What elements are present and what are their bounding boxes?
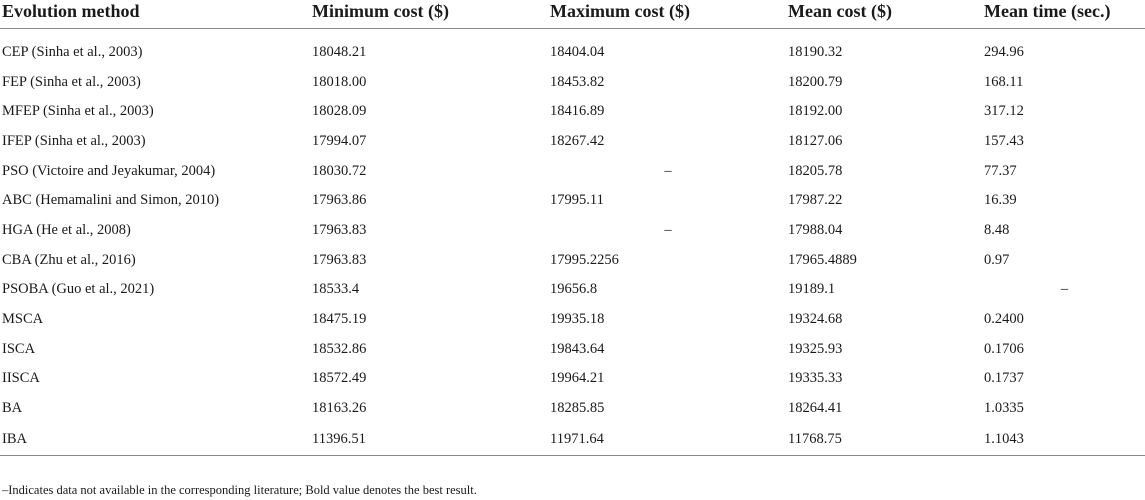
cell-method: HGA (He et al., 2008) bbox=[2, 221, 131, 238]
cell-min-cost: 18533.4 bbox=[312, 281, 360, 298]
cell-mean-cost: 19335.33 bbox=[788, 370, 843, 387]
cell-mean-time: 77.37 bbox=[984, 162, 1017, 179]
results-table: Evolution method Minimum cost ($) Maximu… bbox=[0, 0, 1145, 456]
cell-method: CEP (Sinha et al., 2003) bbox=[2, 43, 143, 60]
cell-mean-cost: 17988.04 bbox=[788, 221, 843, 238]
cell-method: PSO (Victoire and Jeyakumar, 2004) bbox=[2, 162, 216, 179]
table-footnote: –Indicates data not available in the cor… bbox=[2, 483, 477, 497]
header-minimum-cost: Minimum cost ($) bbox=[310, 0, 548, 29]
cell-mean-time: 0.2400 bbox=[984, 311, 1024, 328]
cell-mean-time: 16.39 bbox=[984, 192, 1017, 209]
cell-max-cost: 17995.11 bbox=[550, 192, 604, 209]
cell-min-cost: 18475.19 bbox=[312, 311, 367, 328]
cell-mean-time: 0.1737 bbox=[984, 370, 1024, 387]
cell-min-cost: 17963.86 bbox=[312, 192, 367, 209]
cell-method: MSCA bbox=[2, 311, 44, 328]
results-table-container: Evolution method Minimum cost ($) Maximu… bbox=[0, 0, 1145, 456]
cell-max-cost: 18285.85 bbox=[550, 400, 605, 417]
cell-max-cost: 19935.18 bbox=[550, 311, 605, 328]
cell-max-cost: 18404.04 bbox=[550, 43, 605, 60]
cell-mean-cost: 18127.06 bbox=[788, 132, 843, 149]
cell-mean-cost: 18200.79 bbox=[788, 73, 843, 90]
cell-mean-cost: 18190.32 bbox=[788, 43, 843, 60]
table-row: IBA 11396.51 11971.64 11768.75 1.1043 bbox=[0, 422, 1145, 456]
cell-method: PSOBA (Guo et al., 2021) bbox=[2, 281, 155, 298]
cell-mean-time: 317.12 bbox=[984, 103, 1024, 120]
cell-max-cost: 18267.42 bbox=[550, 132, 605, 149]
table-row: PSO (Victoire and Jeyakumar, 2004) 18030… bbox=[0, 156, 1145, 186]
cell-mean-time: 1.1043 bbox=[982, 422, 1145, 456]
table-row: FEP (Sinha et al., 2003) 18018.00 18453.… bbox=[0, 67, 1145, 97]
header-evolution-method: Evolution method bbox=[0, 0, 310, 29]
cell-mean-cost: 19324.68 bbox=[788, 311, 843, 328]
cell-max-cost: – bbox=[664, 162, 672, 179]
cell-mean-time: – bbox=[1060, 281, 1069, 298]
cell-method: FEP (Sinha et al., 2003) bbox=[2, 73, 141, 90]
cell-mean-time: 0.97 bbox=[984, 251, 1010, 268]
cell-min-cost: 18163.26 bbox=[312, 400, 367, 417]
table-row: MSCA 18475.19 19935.18 19324.68 0.2400 bbox=[0, 304, 1145, 334]
table-row: ABC (Hemamalini and Simon, 2010) 17963.8… bbox=[0, 185, 1145, 215]
table-row: MFEP (Sinha et al., 2003) 18028.09 18416… bbox=[0, 96, 1145, 126]
table-row: IISCA 18572.49 19964.21 19335.33 0.1737 bbox=[0, 364, 1145, 394]
table-header-row: Evolution method Minimum cost ($) Maximu… bbox=[0, 0, 1145, 29]
cell-min-cost: 17963.83 bbox=[312, 221, 367, 238]
cell-min-cost: 17963.83 bbox=[312, 251, 367, 268]
table-row: PSOBA (Guo et al., 2021) 18533.4 19656.8… bbox=[0, 275, 1145, 305]
cell-mean-cost: 19325.93 bbox=[788, 340, 843, 357]
cell-mean-cost: 11768.75 bbox=[786, 422, 982, 456]
cell-max-cost: 18416.89 bbox=[550, 103, 605, 120]
cell-max-cost: 18453.82 bbox=[550, 73, 605, 90]
table-row: BA 18163.26 18285.85 18264.41 1.0335 bbox=[0, 393, 1145, 423]
cell-mean-cost: 17965.4889 bbox=[788, 251, 857, 268]
header-mean-cost: Mean cost ($) bbox=[786, 0, 982, 29]
header-maximum-cost: Maximum cost ($) bbox=[548, 0, 786, 29]
cell-max-cost: 19656.8 bbox=[550, 281, 598, 298]
cell-method: IBA bbox=[0, 422, 310, 456]
cell-min-cost: 18030.72 bbox=[312, 162, 367, 179]
cell-mean-time: 157.43 bbox=[984, 132, 1024, 149]
cell-min-cost: 18572.49 bbox=[312, 370, 367, 387]
cell-method: IISCA bbox=[2, 370, 40, 387]
cell-method: IFEP (Sinha et al., 2003) bbox=[2, 132, 146, 149]
cell-mean-cost: 18264.41 bbox=[788, 400, 843, 417]
cell-method: ISCA bbox=[2, 340, 36, 357]
cell-mean-cost: 17987.22 bbox=[788, 192, 843, 209]
cell-method: ABC (Hemamalini and Simon, 2010) bbox=[2, 192, 220, 209]
table-row: CEP (Sinha et al., 2003) 18048.21 18404.… bbox=[0, 29, 1145, 67]
cell-min-cost: 18028.09 bbox=[312, 103, 367, 120]
cell-max-cost: 19843.64 bbox=[550, 340, 605, 357]
cell-max-cost: 11971.64 bbox=[548, 422, 786, 456]
cell-min-cost: 11396.51 bbox=[310, 422, 548, 456]
cell-mean-time: 294.96 bbox=[984, 43, 1024, 60]
cell-mean-time: 0.1706 bbox=[984, 340, 1024, 357]
cell-min-cost: 18048.21 bbox=[312, 43, 367, 60]
cell-mean-time: 1.0335 bbox=[984, 400, 1024, 417]
table-row: IFEP (Sinha et al., 2003) 17994.07 18267… bbox=[0, 126, 1145, 156]
cell-min-cost: 17994.07 bbox=[312, 132, 367, 149]
cell-mean-cost: 18192.00 bbox=[788, 103, 843, 120]
table-row: ISCA 18532.86 19843.64 19325.93 0.1706 bbox=[0, 334, 1145, 364]
cell-min-cost: 18018.00 bbox=[312, 73, 367, 90]
table-row: HGA (He et al., 2008) 17963.83 – 17988.0… bbox=[0, 215, 1145, 245]
cell-min-cost: 18532.86 bbox=[312, 340, 367, 357]
cell-max-cost: 19964.21 bbox=[550, 370, 605, 387]
table-row: CBA (Zhu et al., 2016) 17963.83 17995.22… bbox=[0, 245, 1145, 275]
cell-max-cost: – bbox=[664, 221, 672, 238]
cell-max-cost: 17995.2256 bbox=[550, 251, 619, 268]
cell-mean-time: 168.11 bbox=[984, 73, 1024, 90]
cell-mean-cost: 19189.1 bbox=[788, 281, 836, 298]
cell-mean-time: 8.48 bbox=[984, 221, 1010, 238]
cell-method: MFEP (Sinha et al., 2003) bbox=[2, 103, 154, 120]
cell-method: BA bbox=[2, 400, 23, 417]
cell-mean-cost: 18205.78 bbox=[788, 162, 843, 179]
header-mean-time: Mean time (sec.) bbox=[982, 0, 1145, 29]
cell-method: CBA (Zhu et al., 2016) bbox=[2, 251, 136, 268]
